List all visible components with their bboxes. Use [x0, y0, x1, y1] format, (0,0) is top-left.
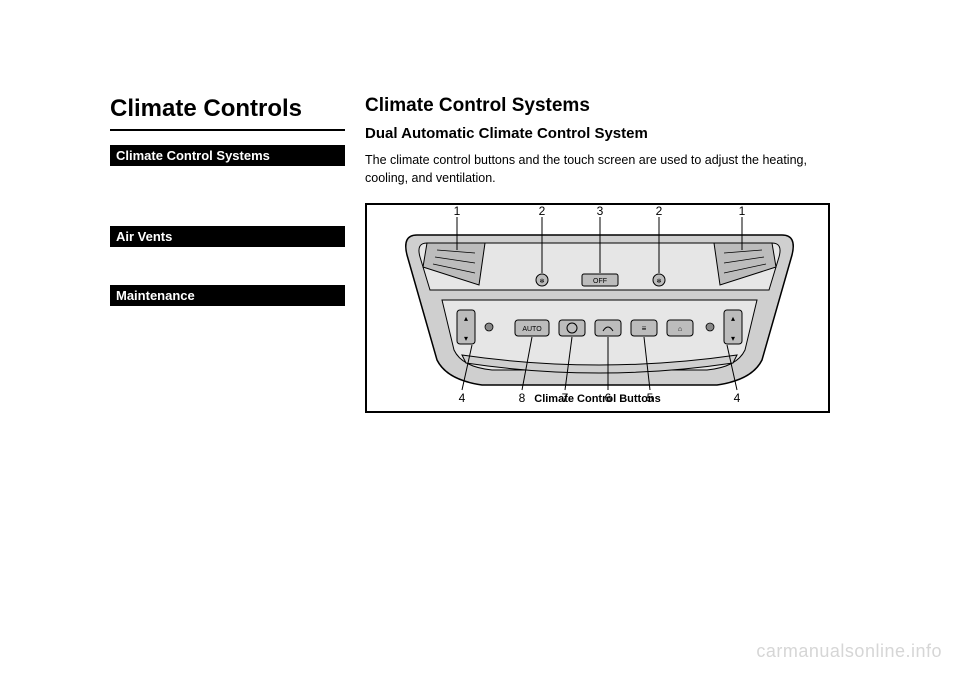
section-header-climate: Climate Control Systems	[110, 145, 345, 166]
callout-label: 2	[656, 205, 663, 218]
body-text: The climate control buttons and the touc…	[365, 152, 850, 187]
svg-text:▴: ▴	[464, 314, 468, 323]
svg-text:≡: ≡	[642, 324, 647, 333]
section-heading: Climate Control Systems	[365, 95, 850, 117]
svg-text:✻: ✻	[656, 278, 661, 285]
section-items-airvents: Air Vents . . . . . . . . . . . 8-7	[110, 249, 345, 270]
watermark: carmanualsonline.info	[756, 641, 942, 662]
section-header-airvents: Air Vents	[110, 226, 345, 247]
title-rule	[110, 129, 345, 131]
callout-label: 2	[539, 205, 546, 218]
climate-panel-diagram: ✻ OFF ✻ ▴ ▾ ▴ ▾	[367, 205, 830, 413]
section-items-climate: Dual Automatic Climate Control System . …	[110, 168, 345, 210]
sidebar: Climate Controls Climate Control Systems…	[110, 95, 365, 555]
figure-caption: Climate Control Buttons	[367, 393, 828, 405]
svg-text:✻: ✻	[539, 278, 544, 285]
svg-text:▾: ▾	[464, 334, 468, 343]
figure-climate-buttons: ✻ OFF ✻ ▴ ▾ ▴ ▾	[365, 203, 830, 413]
svg-text:▴: ▴	[731, 314, 735, 323]
section-items-maintenance: Passenger Compartment Air Filter . . . .…	[110, 308, 345, 350]
callout-label: 1	[454, 205, 461, 218]
page-title: Climate Controls	[110, 95, 345, 123]
off-label: OFF	[593, 278, 607, 285]
section-header-maintenance: Maintenance	[110, 285, 345, 306]
svg-text:⌂: ⌂	[678, 326, 682, 333]
subsection-heading: Dual Automatic Climate Control System	[365, 125, 850, 142]
auto-label: AUTO	[522, 326, 542, 333]
callout-label: 1	[739, 205, 746, 218]
callout-label: 3	[597, 205, 604, 218]
svg-text:▾: ▾	[731, 334, 735, 343]
main-content: Climate Control Systems Dual Automatic C…	[365, 95, 850, 555]
